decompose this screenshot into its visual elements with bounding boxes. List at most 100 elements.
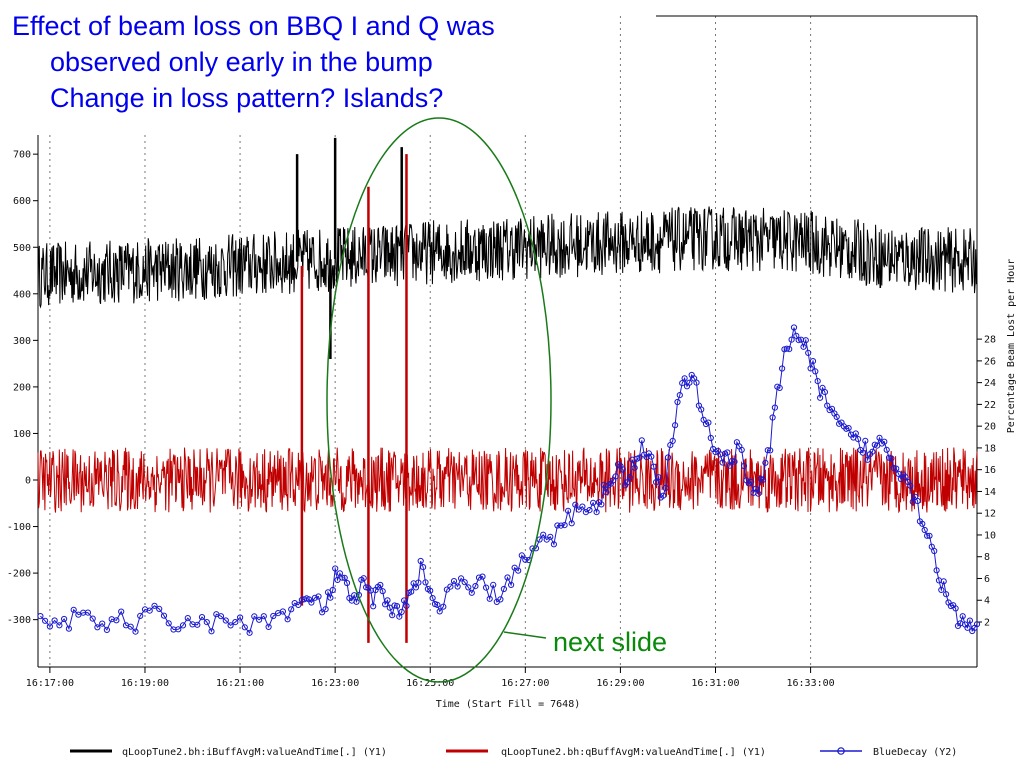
blue-decay-point [805,349,812,356]
x-tick-label: 16:23:00 [311,678,359,689]
blue-decay-point [786,346,793,353]
blue-decay-point [788,336,795,343]
blue-decay-point [864,456,871,463]
blue-decay-point [137,612,144,620]
blue-decay-point [568,520,575,527]
y-right-tick-label: 8 [984,552,990,563]
blue-decay-point [327,594,334,601]
blue-decay-point [598,501,605,508]
blue-decay-point [241,624,248,631]
x-tick-label: 16:25:00 [406,678,454,689]
blue-decay-point [227,622,234,629]
x-tick-label: 16:17:00 [26,678,74,689]
blue-decay-point [561,522,568,529]
blue-decay-point [593,508,600,516]
blue-decay-point [731,458,738,465]
series-red-qbuff [37,154,978,643]
blue-decay-point [752,485,760,492]
blue-decay-point [762,459,769,466]
blue-decay-point [940,578,947,585]
blue-decay-point [315,593,322,600]
blue-decay-point [179,622,187,629]
blue-decay-point [436,608,443,615]
blue-decay-point [393,603,401,610]
blue-decay-point [790,324,798,331]
blue-decay-point [748,478,755,485]
blue-decay-point [648,453,655,460]
blue-decay-point [322,606,329,613]
blue-decay-point [662,484,669,492]
blue-decay-point [828,405,836,412]
blue-decay-point [869,448,876,455]
next-slide-callout: next slide [553,627,668,657]
blue-decay-point [776,384,783,391]
y-right-tick-label: 12 [984,509,996,520]
blue-decay-point [65,625,73,632]
blue-decay-point [42,617,49,624]
blue-decay-point [676,392,683,399]
blue-decay-point [246,629,253,636]
blue-decay-point [113,617,120,624]
blue-decay-point [324,589,332,596]
x-tick-label: 16:27:00 [501,678,549,689]
blue-decay-point [952,605,959,612]
blue-decay-point [681,375,688,382]
blue-decay-point [203,619,210,626]
blue-decay-point [500,585,507,593]
y-right-tick-label: 24 [984,378,996,389]
blue-decay-point [232,619,239,626]
blue-decay-point [859,449,867,456]
blue-decay-point [814,378,821,385]
blue-decay-point [800,343,807,350]
blue-decay-point [760,476,767,483]
blue-decay-point [70,606,77,613]
blue-decay-point [833,413,840,420]
left-y-tick-labels: 700 600 500 400 300 200 100 0 -100 -200 -300 [7,150,38,626]
blue-decay-point [103,626,111,634]
blue-decay-point [396,613,403,620]
y-right-tick-label: 28 [984,335,996,346]
y-left-tick-label: 300 [13,336,31,347]
blue-decay-point [779,365,786,372]
blue-decay-point [638,437,645,444]
blue-decay-point [964,624,971,631]
blue-decay-point [99,620,106,627]
blue-decay-point [332,565,339,572]
blue-decay-point [222,617,229,624]
blue-decay-point [522,556,529,563]
title-line-3: Change in loss pattern? Islands? [50,83,444,113]
blue-decay-point [504,574,511,581]
blue-decay-point [769,414,776,421]
grid-lines [49,16,812,667]
blue-decay-point [415,579,422,586]
blue-decay-point [575,506,582,513]
blue-decay-point [705,419,712,426]
blue-decay-point [845,425,852,432]
blue-decay-point [660,492,667,499]
title-line-1: Effect of beam loss on BBQ I and Q was [12,11,495,41]
blue-decay-point [876,434,883,441]
blue-decay-point [565,507,572,514]
blue-decay-point [160,612,168,619]
blue-decay-point [151,602,158,609]
blue-decay-point [61,615,68,623]
blue-decay-point [284,616,291,623]
blue-decay-point [486,595,493,602]
blue-decay-point [921,526,928,534]
blue-decay-point [377,581,384,589]
blue-decay-point [386,604,393,611]
blue-decay-point [966,617,974,624]
blue-decay-point [440,603,447,610]
blue-decay-point [508,581,515,589]
blue-decay-point [783,345,790,352]
x-tick-label: 16:31:00 [691,678,739,689]
blue-decay-point [475,574,483,581]
blue-decay-point [51,617,58,624]
blue-decay-point [755,490,762,497]
blue-decay-point [693,379,700,386]
blue-decay-point [450,578,458,585]
blue-decay-point [401,597,408,604]
blue-decay-point [56,622,63,629]
blue-decay-point [198,614,206,621]
